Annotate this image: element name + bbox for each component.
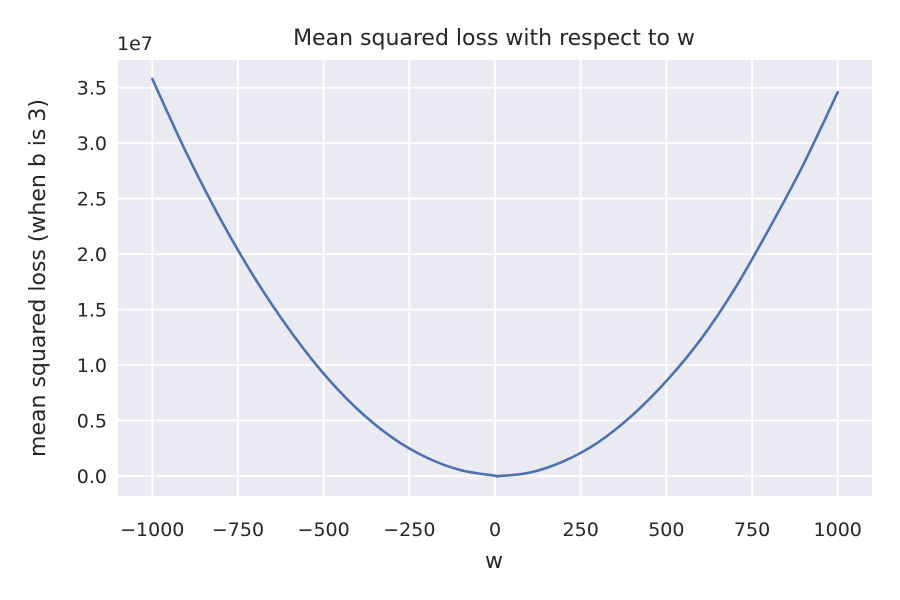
y-axis-offset-label: 1e7	[117, 33, 153, 55]
y-tick-label: 2.5	[77, 189, 107, 211]
x-gridlines	[151, 60, 839, 496]
x-tick-label: 0	[489, 519, 501, 541]
y-tick-labels: 0.0 0.5 1.0 1.5 2.0 2.5 3.0 3.5	[77, 78, 107, 488]
x-tick-label: −250	[383, 519, 435, 541]
x-tick-label: 500	[648, 519, 684, 541]
y-tick-label: 3.5	[77, 78, 107, 100]
x-tick-label: 1000	[814, 519, 862, 541]
y-tick-label: 3.0	[77, 133, 107, 155]
x-tick-label: −750	[212, 519, 264, 541]
y-tick-label: 0.0	[77, 466, 107, 488]
y-tick-label: 1.5	[77, 300, 107, 322]
x-axis-label: w	[485, 549, 503, 574]
y-tick-label: 1.0	[77, 355, 107, 377]
x-tick-labels: −1000 −750 −500 −250 0 250 500 750 1000	[120, 519, 862, 541]
y-axis-label: mean squared loss (when b is 3)	[26, 99, 51, 457]
x-tick-label: −1000	[120, 519, 184, 541]
series-layer	[150, 77, 840, 478]
x-tick-label: 250	[563, 519, 599, 541]
loss-curve	[150, 77, 840, 478]
chart-title: Mean squared loss with respect to w	[293, 26, 695, 51]
y-tick-label: 2.0	[77, 244, 107, 266]
x-tick-label: 750	[734, 519, 770, 541]
x-tick-label: −500	[298, 519, 350, 541]
y-tick-label: 0.5	[77, 411, 107, 433]
